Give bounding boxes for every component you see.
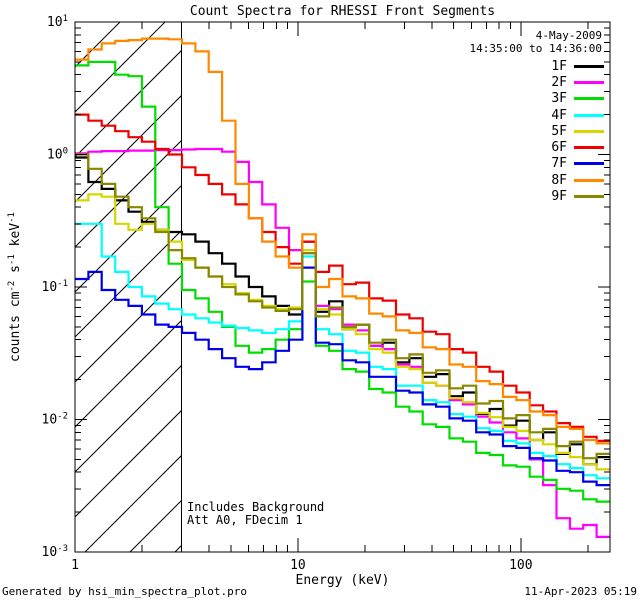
observation-time-range: 14:35:00 to 14:36:00 [469, 42, 602, 55]
legend-item: 5F [551, 123, 604, 139]
includes-background-note: Includes Background [187, 500, 325, 514]
svg-text:100: 100 [47, 147, 68, 163]
legend-label: 6F [551, 140, 567, 156]
legend-item: 3F [551, 91, 604, 107]
legend-color-line [574, 129, 604, 133]
legend-color-line [574, 162, 604, 166]
legend-label: 8F [551, 172, 567, 188]
legend-color-line [574, 178, 604, 182]
legend-label: 5F [551, 123, 567, 139]
svg-text:10-1: 10-1 [42, 279, 69, 295]
svg-text:10: 10 [290, 558, 306, 573]
legend-item: 7F [551, 156, 604, 172]
svg-text:10-2: 10-2 [42, 412, 69, 428]
legend-label: 1F [551, 58, 567, 74]
legend-label: 4F [551, 107, 567, 123]
legend-item: 9F [551, 188, 604, 204]
legend-color-line [574, 146, 604, 150]
legend-color-line [574, 80, 604, 84]
chart-title: Count Spectra for RHESSI Front Segments [189, 4, 496, 19]
background-note: Includes Background Att A0, FDecim 1 [187, 501, 324, 527]
svg-text:counts cm-2 s-1 keV-1: counts cm-2 s-1 keV-1 [7, 212, 23, 362]
legend-item: 1F [551, 58, 604, 74]
svg-text:1: 1 [71, 558, 79, 573]
legend-label: 9F [551, 189, 567, 205]
legend-color-line [574, 64, 604, 68]
legend-item: 8F [551, 172, 604, 188]
observation-date: 4-May-2009 [535, 29, 602, 42]
legend-label: 2F [551, 74, 567, 90]
svg-text:100: 100 [509, 558, 532, 573]
legend-item: 2F [551, 74, 604, 90]
legend-label: 3F [551, 91, 567, 107]
svg-text:Energy (keV): Energy (keV) [296, 573, 390, 588]
svg-text:101: 101 [47, 14, 68, 30]
svg-text:10-3: 10-3 [42, 544, 69, 560]
legend: 1F 2F 3F 4F 5F 6F 7F 8F 9F [551, 58, 604, 205]
legend-item: 4F [551, 107, 604, 123]
legend-color-line [574, 113, 604, 117]
generated-by-label: Generated by hsi_min_spectra_plot.pro [2, 585, 248, 598]
legend-item: 6F [551, 139, 604, 155]
legend-color-line [574, 195, 604, 199]
legend-label: 7F [551, 156, 567, 172]
legend-color-line [574, 97, 604, 101]
generated-timestamp: 11-Apr-2023 05:19 [524, 585, 637, 598]
attenuator-note: Att A0, FDecim 1 [187, 513, 303, 527]
observation-date-range: 4-May-2009 14:35:00 to 14:36:00 [470, 29, 602, 55]
